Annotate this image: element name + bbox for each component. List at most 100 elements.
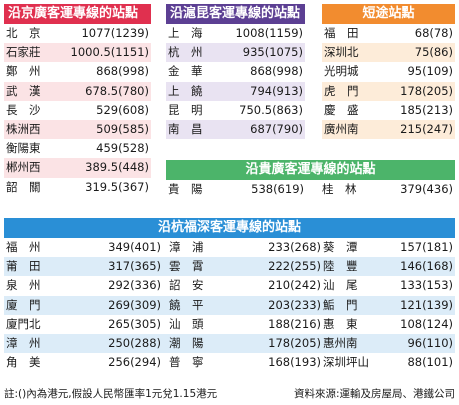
station-name: 福 州 [6,240,41,254]
fare-value: 935(1075) [242,45,303,60]
beijing-guangzhou-panel: 沿京廣客運專線的站點 北 京 1077(1239) 石家莊 1000.5(1151) 鄭… [4,4,151,197]
short-distance-header: 短途站點 [322,4,455,24]
fare-value: 121(139) [400,297,453,312]
hangzhou-fuzhou-shenzhen-title: 沿杭福深客運專線的站點 [157,220,301,235]
fare-value: 459(528) [96,141,149,156]
station-row: 鄭 州 868(998) [4,62,151,82]
station-row: 莆 田 317(365) 雲 霄 222(255) 陸 豐 146(168) [4,257,455,277]
station-name: 汕 尾 [323,278,358,293]
station-row: 郴州西 389.5(448) [4,158,151,178]
fare-value: 868(998) [250,64,303,79]
fare-value: 794(913) [250,83,303,98]
station-name: 泉 州 [6,278,41,293]
station-name: 陸 豐 [323,259,358,274]
fare-value: 168(193) [268,355,321,370]
station-name: 上 饒 [168,83,203,98]
station-name: 惠州南 [323,335,358,350]
station-name: 福 田 [324,26,359,40]
station-row: 角 美 256(294) 普 寧 168(193) 深圳坪山 88(101) [4,353,455,373]
fare-value: 538(619) [251,182,304,196]
fare-value: 210(242) [268,278,321,293]
station-name: 慶 盛 [324,102,359,117]
station-name: 汕 頭 [169,316,204,331]
station-row: 深圳北 75(86) [322,43,455,63]
fare-value: 256(294) [108,355,161,370]
fare-value: 146(168) [400,259,453,274]
station-row: 昆 明 750.5(863) [166,100,305,120]
station-row: 武 漢 678.5(780) [4,81,151,101]
fare-value: 529(608) [96,102,149,117]
fare-value: 222(255) [268,259,321,274]
fare-value: 1077(1239) [81,26,149,40]
fare-value: 188(216) [268,316,321,331]
fare-value: 269(309) [108,297,161,312]
station-row: 衡陽東 459(528) [4,139,151,159]
station-row: 光明城 95(109) [322,62,455,82]
shanghai-kunming-title: 沿滬昆客運專線的站點 [170,6,301,21]
fare-value: 178(205) [268,335,321,350]
station-name: 深圳坪山 [323,355,369,370]
short-distance-panel: 短途站點 福 田 68(78) 深圳北 75(86) 光明城 95(109) 虎 門 178(… [322,4,455,140]
fare-value: 185(213) [400,102,453,117]
station-row: 株洲西 509(585) [4,119,151,140]
station-name: 光明城 [324,64,359,79]
station-name: 金 華 [168,64,203,79]
fare-value: 868(998) [96,64,149,79]
station-row: 上 海 1008(1159) [166,24,305,44]
station-name: 虎 門 [324,83,359,98]
fare-value: 379(436) [400,182,453,196]
fare-value: 233(268) [268,240,321,254]
footer: 註:()內為港元,假設人民幣匯率1元兌1.15港元 資料來源:運輸及房屋局、港鐵… [4,386,455,402]
station-name: 廈 門 [6,297,41,312]
station-name: 株洲西 [6,121,41,136]
fare-value: 678.5(780) [85,83,149,98]
station-name: 廣州南 [324,121,359,136]
station-row: 金 華 868(998) [166,62,305,82]
station-row: 廈門北 265(305) 汕 頭 188(216) 惠 東 108(124) [4,314,455,334]
beijing-guangzhou-title: 沿京廣客運專線的站點 [8,6,139,21]
footnote: 註:()內為港元,假設人民幣匯率1元兌1.15港元 [4,388,218,400]
station-name: 武 漢 [6,83,41,98]
station-name: 北 京 [6,26,41,40]
station-row: 北 京 1077(1239) [4,24,151,44]
station-name: 衡陽東 [6,141,41,156]
fare-value: 317(365) [108,259,161,274]
station-name: 雲 霄 [169,259,204,274]
station-row: 福 州 349(401) 漳 浦 233(268) 葵 潭 157(181) [4,238,455,258]
station-row: 上 饒 794(913) [166,81,305,101]
station-row: 杭 州 935(1075) [166,43,305,63]
station-name: 上 海 [168,26,203,40]
station-name: 杭 州 [168,45,203,60]
fare-value: 750.5(863) [239,102,303,117]
station-row: 慶 盛 185(213) [322,100,455,120]
station-name: 普 寧 [169,355,204,370]
fare-value: 215(247) [400,121,453,136]
station-row: 貴 陽 538(619) 桂 林 379(436) [166,180,455,200]
station-name: 廈門北 [6,316,41,331]
fare-value: 1000.5(1151) [70,45,149,60]
fare-value: 203(233) [268,297,321,312]
station-name: 桂 林 [322,182,357,196]
station-name: 葵 潭 [323,240,358,254]
fare-value: 95(109) [407,64,453,79]
fare-value: 157(181) [400,240,453,254]
fare-value: 292(336) [108,278,161,293]
guiyang-guangzhou-header: 沿貴廣客運專線的站點 [166,160,455,180]
hangzhou-fuzhou-shenzhen-header: 沿杭福深客運專線的站點 [4,218,455,238]
station-row: 南 昌 687(790) [166,119,305,140]
station-name: 石家莊 [6,45,41,60]
station-name: 南 昌 [168,121,203,136]
station-name: 深圳北 [324,45,359,60]
station-name: 饒 平 [169,297,204,312]
station-name: 郴州西 [6,160,41,175]
station-name: 漳 浦 [169,240,204,254]
guiyang-guangzhou-panel: 沿貴廣客運專線的站點 貴 陽 538(619) 桂 林 379(436) [166,160,455,200]
fare-value: 68(78) [414,26,453,40]
fare-value: 687(790) [250,121,303,136]
fare-value: 265(305) [108,316,161,331]
station-name: 潮 陽 [169,335,204,350]
data-source: 資料來源:運輸及房屋局、港鐵公司 [293,388,455,400]
shanghai-kunming-panel: 沿滬昆客運專線的站點 上 海 1008(1159) 杭 州 935(1075) 金 華 8… [166,4,305,140]
fare-value: 509(585) [96,121,149,136]
fare-value: 1008(1159) [235,26,303,40]
